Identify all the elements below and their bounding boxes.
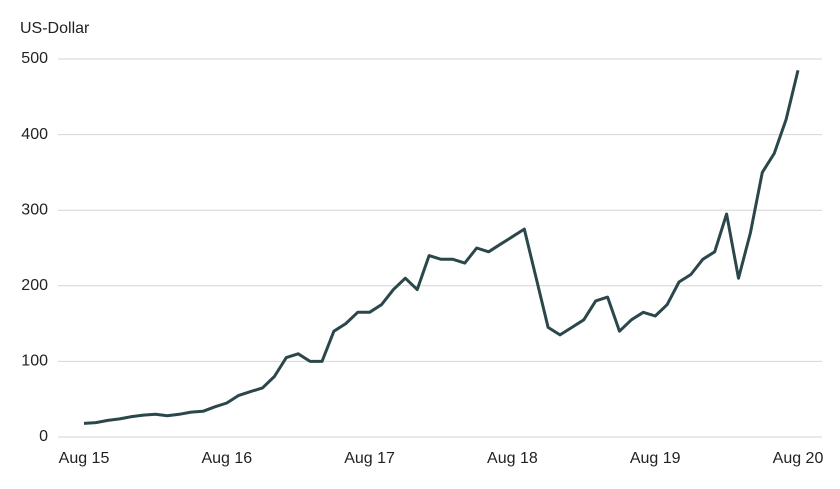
y-tick-label: 500 <box>21 50 48 67</box>
price-line <box>83 69 800 425</box>
y-tick-label: 100 <box>21 353 48 370</box>
x-tick-label: Aug 16 <box>201 450 252 467</box>
y-axis-label: US-Dollar <box>20 20 90 37</box>
x-tick-label: Aug 19 <box>630 450 681 467</box>
y-tick-label: 400 <box>21 126 48 143</box>
x-tick-label: Aug 18 <box>487 450 538 467</box>
y-tick-label: 300 <box>21 201 48 218</box>
x-tick-label: Aug 17 <box>344 450 395 467</box>
x-tick-label: Aug 20 <box>773 450 824 467</box>
y-tick-label: 0 <box>39 428 48 445</box>
y-tick-label: 200 <box>21 277 48 294</box>
x-tick-label: Aug 15 <box>59 450 110 467</box>
